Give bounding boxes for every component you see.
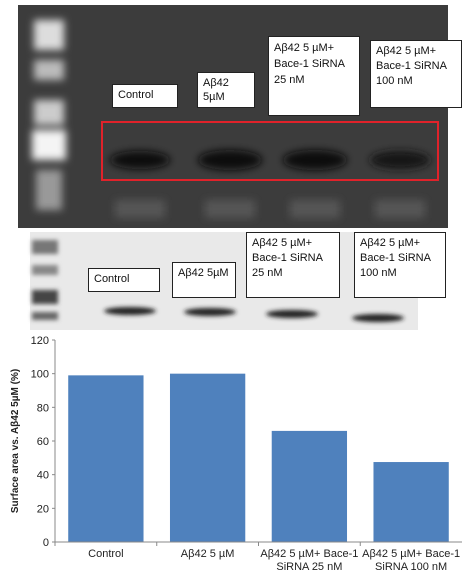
x-tick-label: Aβ42 5 µM+ Bace-1 SiRNA 100 nM — [362, 548, 461, 573]
y-tick-label: 120 — [31, 335, 49, 347]
gel-top — [18, 5, 448, 228]
gel-label: Control — [88, 268, 160, 292]
gel-label: Aβ42 5 µM+ Bace-1 SiRNA 25 nM — [246, 232, 340, 298]
y-axis-label: Surface area vs. Aβ42 5µM (%) — [10, 369, 21, 513]
y-tick-label: 20 — [37, 503, 49, 515]
bar — [68, 375, 144, 542]
ladder-bottom — [32, 240, 58, 320]
highlight-box — [101, 121, 439, 181]
y-tick-label: 100 — [31, 369, 49, 381]
bar — [271, 430, 348, 542]
bar — [373, 462, 449, 542]
bands — [110, 150, 430, 218]
y-tick-label: 60 — [37, 436, 49, 448]
ladder — [32, 20, 66, 210]
x-tick-label: Aβ42 5 µM — [180, 548, 235, 560]
gel-label: Aβ42 5 µM+ Bace-1 SiRNA 100 nM — [370, 40, 462, 108]
gel-label: Aβ42 5µM — [172, 262, 236, 298]
y-tick-label: 80 — [37, 402, 49, 414]
y-tick-label: 40 — [37, 470, 49, 482]
gel-label: Aβ42 5µM — [197, 72, 255, 108]
x-tick-label: Control — [88, 548, 124, 560]
bar — [169, 373, 246, 542]
gel-label: Aβ42 5 µM+ Bace-1 SiRNA 25 nM — [268, 36, 360, 116]
gel-label: Control — [112, 84, 178, 108]
x-tick-label: Aβ42 5 µM+ Bace-1 SiRNA 25 nM — [260, 548, 359, 573]
gel-label: Aβ42 5 µM+ Bace-1 SiRNA 100 nM — [354, 232, 446, 298]
bands-bottom — [104, 307, 404, 322]
y-tick-label: 0 — [43, 537, 49, 549]
